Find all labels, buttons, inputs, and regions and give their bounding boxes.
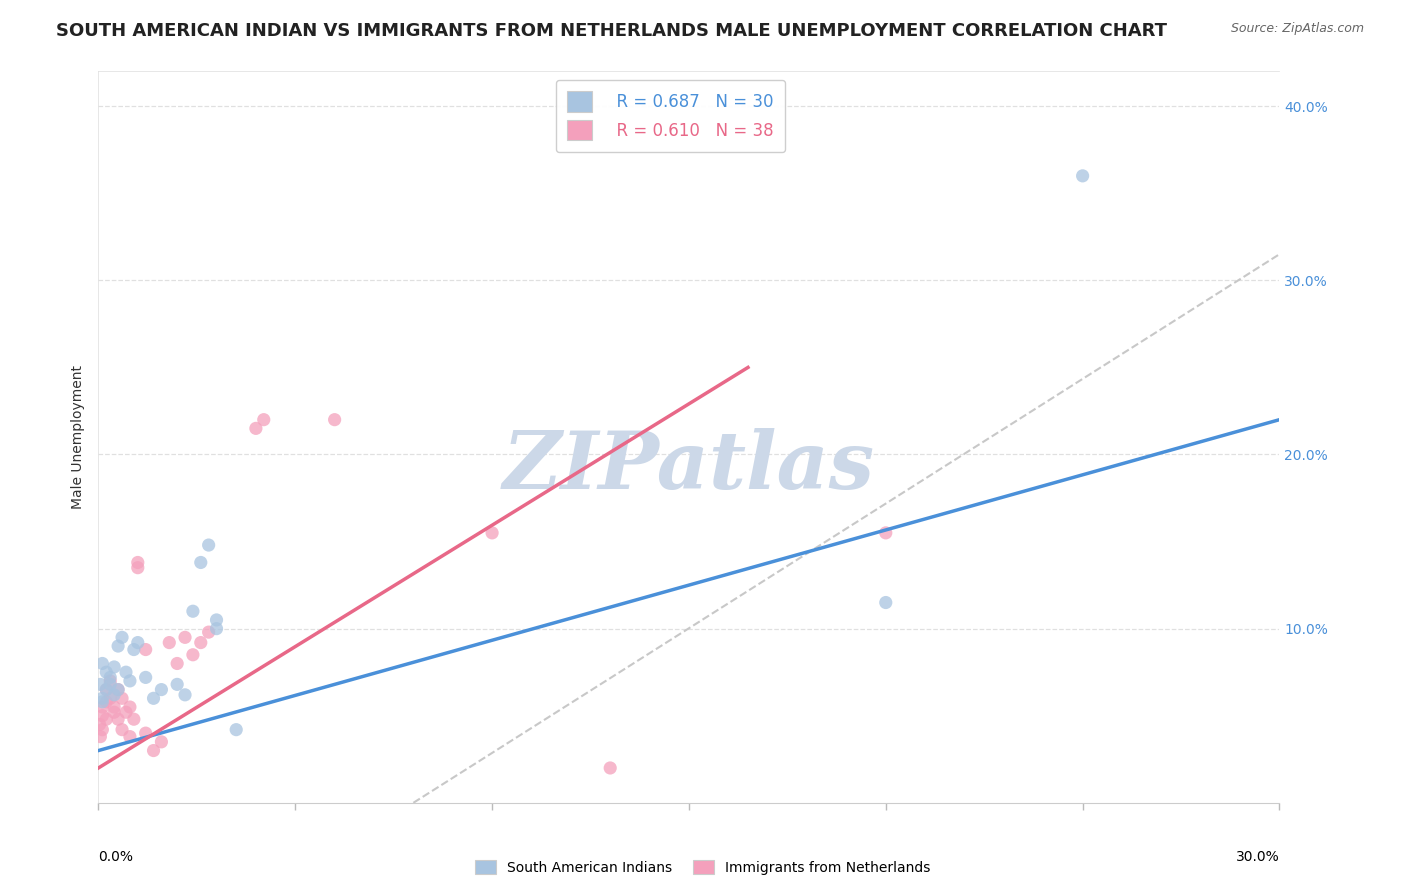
- Point: [166, 657, 188, 671]
- Point: [481, 525, 503, 540]
- Point: [174, 688, 197, 702]
- Point: [181, 604, 204, 618]
- Point: [118, 673, 141, 688]
- Point: [98, 673, 121, 688]
- Y-axis label: Male Unemployment: Male Unemployment: [70, 365, 84, 509]
- Point: [96, 695, 118, 709]
- Point: [122, 642, 145, 657]
- Point: [96, 682, 118, 697]
- Point: [118, 730, 141, 744]
- Text: 30.0%: 30.0%: [1236, 850, 1279, 864]
- Point: [157, 635, 180, 649]
- Point: [91, 695, 114, 709]
- Point: [107, 639, 129, 653]
- Point: [122, 712, 145, 726]
- Point: [115, 665, 138, 680]
- Legend:   R = 0.687   N = 30,   R = 0.610   N = 38: R = 0.687 N = 30, R = 0.610 N = 38: [555, 79, 785, 152]
- Point: [245, 421, 267, 435]
- Point: [118, 700, 141, 714]
- Text: Source: ZipAtlas.com: Source: ZipAtlas.com: [1230, 22, 1364, 36]
- Point: [205, 622, 228, 636]
- Legend: South American Indians, Immigrants from Netherlands: South American Indians, Immigrants from …: [470, 855, 936, 880]
- Point: [91, 657, 114, 671]
- Point: [103, 705, 125, 719]
- Point: [150, 682, 173, 697]
- Point: [323, 412, 346, 426]
- Point: [103, 660, 125, 674]
- Point: [135, 670, 157, 684]
- Point: [115, 705, 138, 719]
- Point: [181, 648, 204, 662]
- Point: [98, 670, 121, 684]
- Point: [253, 412, 276, 426]
- Point: [98, 677, 121, 691]
- Point: [197, 538, 219, 552]
- Point: [91, 691, 114, 706]
- Point: [875, 595, 897, 609]
- Point: [107, 682, 129, 697]
- Point: [127, 556, 149, 570]
- Text: 0.0%: 0.0%: [98, 850, 134, 864]
- Point: [205, 613, 228, 627]
- Point: [1071, 169, 1094, 183]
- Point: [96, 665, 118, 680]
- Point: [190, 635, 212, 649]
- Point: [166, 677, 188, 691]
- Point: [89, 677, 111, 691]
- Point: [225, 723, 247, 737]
- Point: [89, 717, 111, 731]
- Point: [150, 735, 173, 749]
- Point: [111, 691, 134, 706]
- Point: [111, 631, 134, 645]
- Point: [98, 691, 121, 706]
- Point: [127, 560, 149, 574]
- Point: [91, 708, 114, 723]
- Point: [174, 631, 197, 645]
- Point: [111, 723, 134, 737]
- Point: [599, 761, 621, 775]
- Point: [135, 642, 157, 657]
- Point: [135, 726, 157, 740]
- Point: [142, 743, 165, 757]
- Point: [91, 700, 114, 714]
- Point: [103, 700, 125, 714]
- Point: [875, 525, 897, 540]
- Text: SOUTH AMERICAN INDIAN VS IMMIGRANTS FROM NETHERLANDS MALE UNEMPLOYMENT CORRELATI: SOUTH AMERICAN INDIAN VS IMMIGRANTS FROM…: [56, 22, 1167, 40]
- Point: [107, 682, 129, 697]
- Point: [96, 682, 118, 697]
- Point: [91, 723, 114, 737]
- Point: [127, 635, 149, 649]
- Text: ZIPatlas: ZIPatlas: [503, 427, 875, 505]
- Point: [96, 712, 118, 726]
- Point: [190, 556, 212, 570]
- Point: [103, 688, 125, 702]
- Point: [89, 730, 111, 744]
- Point: [142, 691, 165, 706]
- Point: [107, 712, 129, 726]
- Point: [197, 625, 219, 640]
